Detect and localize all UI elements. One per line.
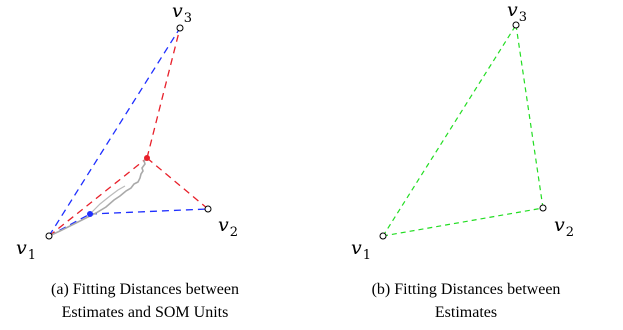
panel-a: v1 v2 v3 (a) Fitting Distances between E…	[16, 0, 239, 321]
vertex-v3-marker	[512, 21, 520, 29]
blue-estimate-point	[87, 211, 93, 217]
blue-edge-v1-v2	[48, 213, 91, 237]
vertex-v3-label: v3	[507, 0, 527, 25]
som-path-branch	[89, 185, 126, 215]
panel-b: v1 v2 v3 (b) Fitting Distances between E…	[351, 0, 574, 321]
green-edge-v1-v2	[382, 207, 544, 237]
blue-edge-est-v2	[89, 208, 209, 215]
green-edge-v1-v3	[382, 24, 517, 237]
blue-edge-v1-v3	[48, 27, 181, 237]
vertex-v2-label: v2	[218, 214, 238, 240]
vertex-v3-label: v3	[172, 0, 192, 26]
caption-b-line2: Estimates	[435, 304, 497, 321]
caption-a-line1: (a) Fitting Distances between	[51, 281, 239, 298]
som-path	[48, 157, 148, 237]
vertex-v1-marker	[379, 232, 387, 240]
vertex-v2-label: v2	[554, 214, 574, 240]
vertex-v2-marker	[539, 204, 547, 212]
vertex-v1-marker	[45, 232, 53, 240]
red-edge-v1-est	[48, 157, 148, 237]
vertex-v1-label: v1	[16, 237, 36, 263]
green-edge-v3-v2	[515, 24, 544, 209]
red-edge-est-v2	[146, 157, 209, 210]
red-edge-est-v3	[146, 27, 181, 159]
vertex-v3-marker	[176, 24, 184, 32]
caption-a-line2: Estimates and SOM Units	[62, 304, 229, 321]
vertex-v2-marker	[204, 205, 212, 213]
caption-b-line1: (b) Fitting Distances between	[372, 281, 561, 298]
red-estimate-point	[144, 155, 150, 161]
vertex-v1-label: v1	[351, 237, 371, 263]
